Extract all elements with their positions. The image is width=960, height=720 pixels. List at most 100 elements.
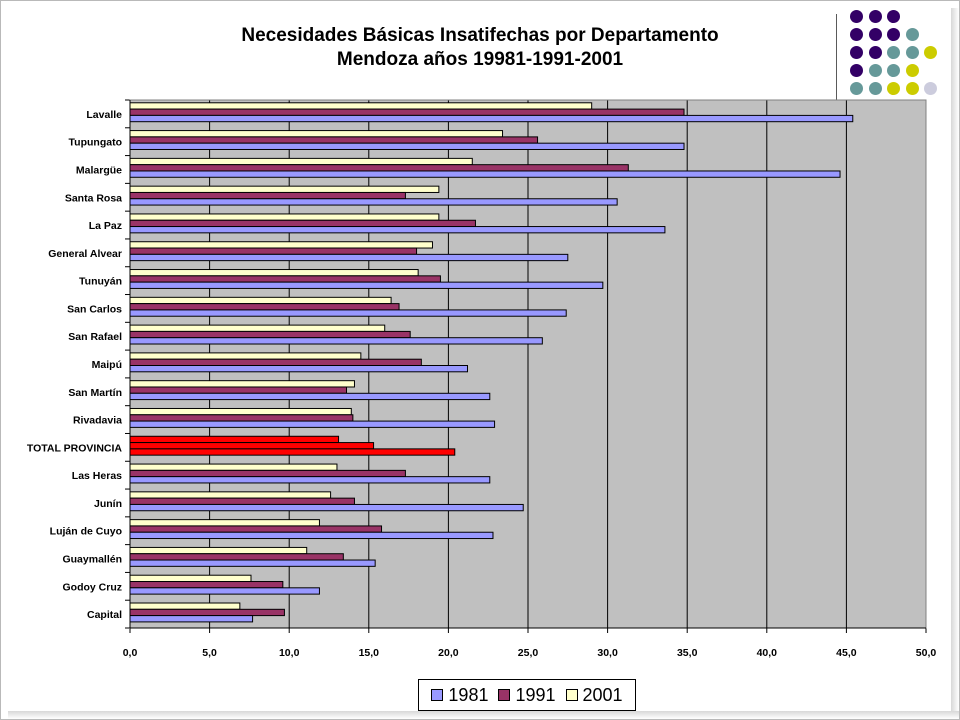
bar-1991 xyxy=(129,497,355,505)
bar-2001 xyxy=(129,407,352,416)
bar-1991 xyxy=(129,136,539,144)
bar-2001 xyxy=(129,574,252,583)
bar-1991 xyxy=(129,581,284,589)
bar-1991 xyxy=(129,330,411,339)
bar-1981 xyxy=(129,503,524,512)
bar-1991 xyxy=(129,469,406,478)
legend-item: 1981 xyxy=(431,685,488,706)
decorative-dot xyxy=(868,82,882,95)
bar-2001 xyxy=(129,519,320,527)
bar-1991 xyxy=(129,108,685,116)
slide-shadow-right xyxy=(951,8,959,719)
bar-2001 xyxy=(129,435,340,444)
decorative-dot xyxy=(887,10,900,23)
category-label: Guaymallén xyxy=(62,554,122,566)
category-label: TOTAL PROVINCIA xyxy=(27,442,123,454)
legend-item: 2001 xyxy=(565,685,623,706)
decorative-dot xyxy=(887,28,900,41)
bar-1981 xyxy=(129,198,618,206)
x-tick-label: 20,0 xyxy=(438,647,459,659)
decorative-dot xyxy=(924,82,937,95)
bar-2001 xyxy=(129,157,473,166)
bar-1981 xyxy=(129,365,469,373)
bar-1991 xyxy=(129,414,354,422)
x-tick-label: 25,0 xyxy=(518,647,539,659)
bar-2001 xyxy=(129,352,362,360)
bar-1981 xyxy=(129,226,666,234)
bar-1981 xyxy=(129,420,496,428)
bar-2001 xyxy=(129,241,433,249)
x-tick-label: 45,0 xyxy=(836,647,857,659)
bar-1981 xyxy=(129,170,841,178)
decorative-dot xyxy=(850,28,863,41)
bar-1981 xyxy=(129,476,491,484)
decorative-dot xyxy=(905,28,919,41)
bar-1981 xyxy=(129,615,254,623)
legend-swatch xyxy=(498,689,511,701)
category-label: San Rafael xyxy=(68,331,122,343)
bar-1981 xyxy=(129,142,685,150)
bar-2001 xyxy=(129,324,386,332)
bar-2001 xyxy=(129,491,332,499)
decorative-dot xyxy=(887,64,900,77)
category-label: Junín xyxy=(94,498,122,510)
bar-1991 xyxy=(129,191,406,200)
legend-label: 1981 xyxy=(448,684,489,705)
bar-1991 xyxy=(129,442,375,450)
x-tick-label: 0,0 xyxy=(123,647,138,659)
bar-1981 xyxy=(129,337,543,345)
legend-swatch xyxy=(565,689,578,701)
legend-item: 1991 xyxy=(498,684,556,706)
decorative-dot xyxy=(905,82,919,95)
bar-1991 xyxy=(129,386,348,394)
chart-legend: 1981 1991 2001 xyxy=(418,679,636,711)
bar-1991 xyxy=(129,358,422,367)
bar-2001 xyxy=(129,213,440,221)
bar-2001 xyxy=(129,269,419,277)
category-label: Lavalle xyxy=(86,109,122,121)
decorative-dot xyxy=(868,10,882,23)
bar-1991 xyxy=(129,303,400,311)
x-tick-label: 5,0 xyxy=(202,647,217,659)
bar-1991 xyxy=(129,608,285,617)
decorative-divider xyxy=(836,14,837,100)
bar-1991 xyxy=(129,247,418,255)
decorative-dot xyxy=(905,64,919,77)
x-tick-label: 50,0 xyxy=(916,647,937,659)
decorative-dot xyxy=(850,64,863,77)
bar-1981 xyxy=(129,559,376,567)
category-label: La Paz xyxy=(89,220,122,232)
bar-2001 xyxy=(129,380,355,388)
category-label: Santa Rosa xyxy=(65,192,122,204)
x-tick-label: 10,0 xyxy=(279,647,300,659)
bar-1981 xyxy=(129,392,491,401)
chart-subtitle: Mendoza años 19981-1991-2001 xyxy=(336,49,624,70)
decorative-dot xyxy=(905,46,919,59)
category-label: General Alvear xyxy=(48,248,122,260)
bar-2001 xyxy=(129,185,440,193)
category-label: Luján de Cuyo xyxy=(50,526,122,538)
chart-title: Necesidades Básicas Insatifechas por Dep… xyxy=(241,25,719,46)
decorative-dot xyxy=(868,46,882,59)
legend-swatch xyxy=(431,689,444,701)
bar-1981 xyxy=(129,587,320,595)
legend-label: 1991 xyxy=(515,684,556,705)
decorative-dot-grid xyxy=(850,10,950,105)
bar-1991 xyxy=(129,275,441,283)
category-label: Capital xyxy=(87,609,122,621)
category-label: San Martín xyxy=(68,387,122,399)
decorative-dot xyxy=(850,82,863,95)
category-label: Maipú xyxy=(92,359,122,371)
x-tick-label: 15,0 xyxy=(359,647,380,659)
category-label: Malargüe xyxy=(76,164,122,176)
category-label: Tunuyán xyxy=(79,276,122,288)
bar-1981 xyxy=(129,281,604,289)
bar-1981 xyxy=(129,531,494,540)
category-label: Rivadavia xyxy=(73,415,122,427)
category-label: Las Heras xyxy=(72,470,122,482)
decorative-dot xyxy=(868,28,882,41)
bar-1991 xyxy=(129,525,383,533)
bar-1981 xyxy=(129,309,567,317)
category-label: San Carlos xyxy=(67,303,122,315)
